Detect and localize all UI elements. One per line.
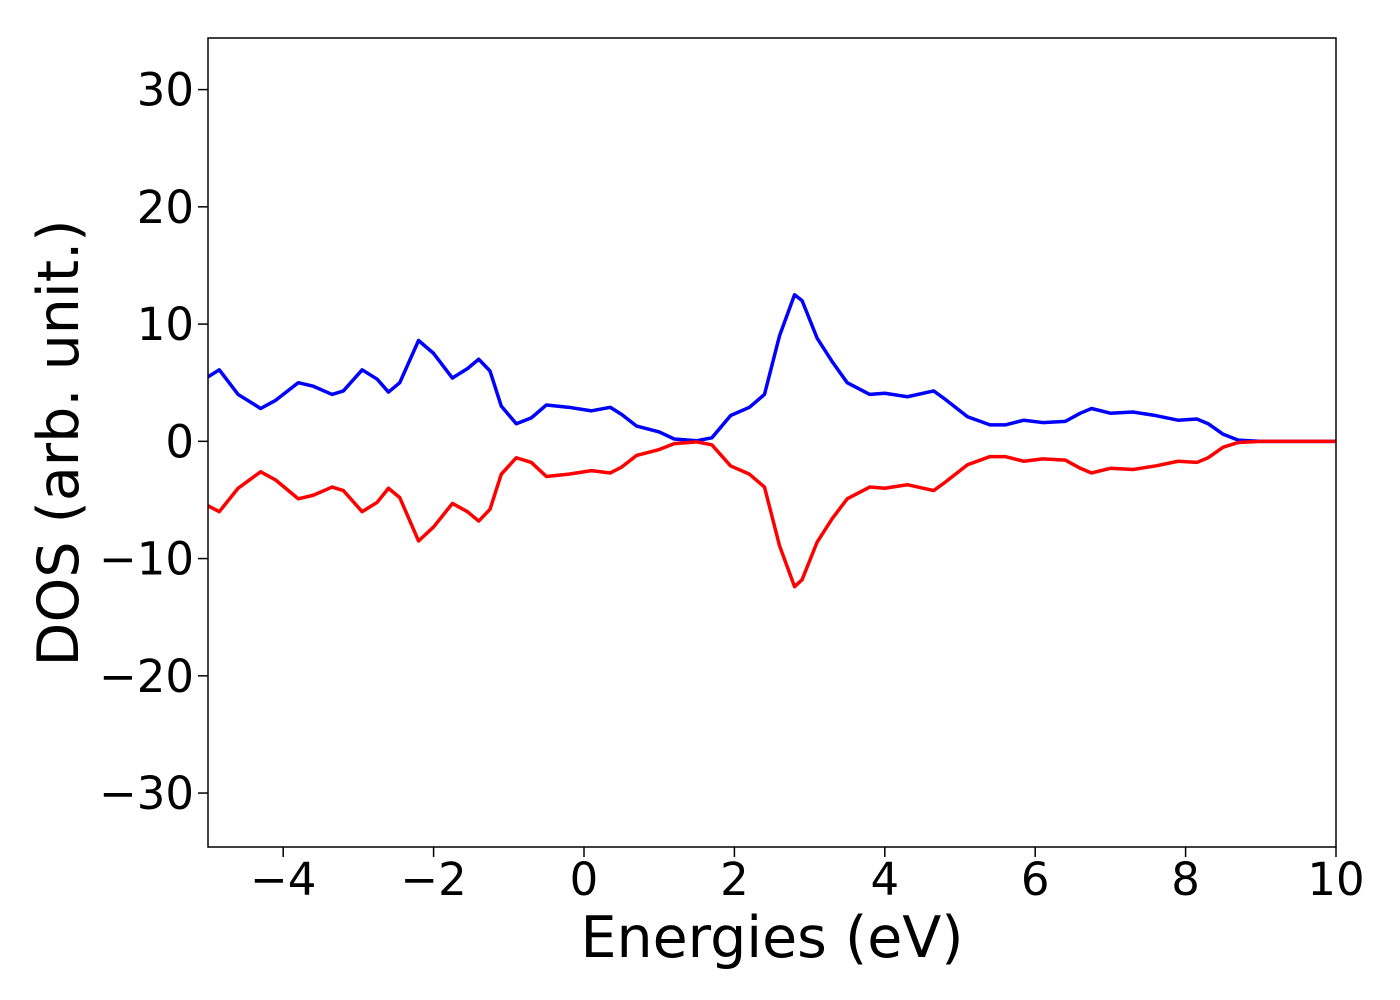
y-tick-label: 30 (137, 64, 194, 117)
data-line (208, 293, 1336, 444)
y-tick-label: 20 (137, 181, 194, 234)
x-axis-label: Energies (eV) (580, 905, 963, 971)
x-tick-label: 6 (1021, 853, 1050, 906)
x-tick-label: 4 (870, 853, 899, 906)
y-axis-label: DOS (arb. unit.) (26, 220, 92, 667)
y-tick-label: 10 (137, 298, 194, 351)
x-tick-label: 0 (570, 853, 599, 906)
y-tick-label: −20 (99, 650, 194, 703)
plot-frame (207, 37, 1337, 848)
y-tick-label: −30 (99, 767, 194, 820)
x-tick-label: 2 (720, 853, 749, 906)
x-tick-label: 10 (1307, 853, 1364, 906)
data-line (208, 439, 1336, 589)
y-tick-label: 0 (165, 415, 194, 468)
x-tick-label: −4 (250, 853, 316, 906)
x-tick-label: 8 (1171, 853, 1200, 906)
x-tick-label: −2 (400, 853, 466, 906)
y-tick-label: −10 (99, 533, 194, 586)
